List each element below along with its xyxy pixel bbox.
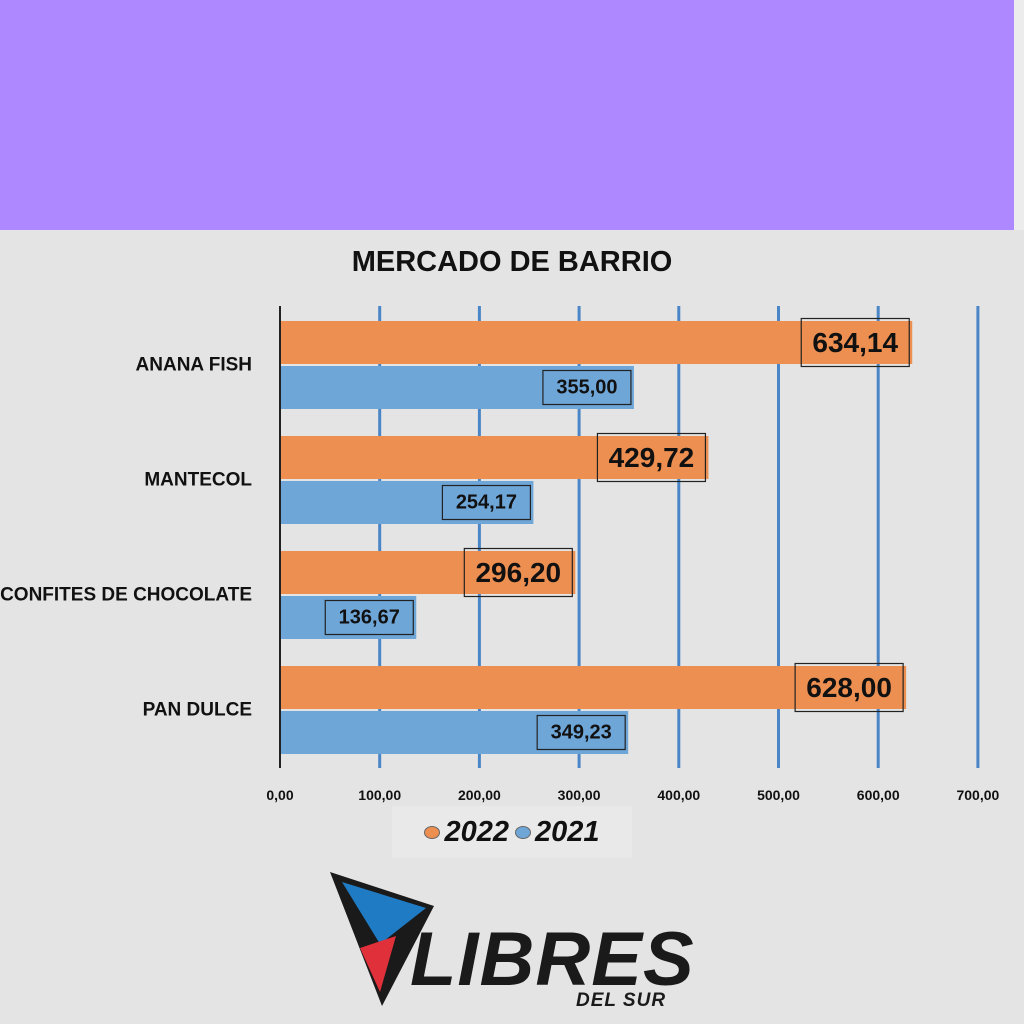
flag-triangle-icon (330, 872, 434, 1006)
data-label-2021-2: 136,67 (339, 607, 400, 629)
x-tick-label-4: 400,00 (657, 787, 700, 803)
data-label-box-2021-1 (441, 484, 532, 521)
data-label-box-2021-2 (324, 599, 414, 636)
data-label-box-2021-0 (542, 369, 632, 406)
legend-swatch-2022 (424, 825, 441, 839)
bar-2022-3 (280, 666, 907, 709)
x-tick-label-3: 300,00 (558, 787, 601, 803)
chart-title: MERCADO DE BARRIO (351, 246, 673, 278)
data-label-box-2021-3 (536, 714, 626, 751)
data-label-2022-2: 296,20 (475, 557, 561, 588)
data-label-2022-1: 429,72 (609, 442, 695, 473)
top-banner (0, 0, 1014, 230)
legend-label-2022: 2022 (444, 815, 509, 848)
category-label-1: MANTECOL (144, 470, 252, 491)
data-label-2021-1: 254,17 (456, 492, 517, 514)
data-label-2021-3: 349,23 (551, 722, 612, 744)
bar-2022-2 (280, 551, 576, 594)
legend-item-2022: 2022 (424, 816, 509, 849)
legend-swatch-2021 (515, 825, 531, 839)
x-tick-label-6: 600,00 (857, 787, 900, 803)
data-label-box-2022-2 (463, 547, 573, 598)
bar-2021-2 (280, 596, 417, 639)
legend-item-2021: 2021 (515, 816, 600, 849)
x-tick-label-7: 700,00 (956, 787, 999, 803)
category-label-3: PAN DULCE (143, 700, 252, 721)
data-label-box-2022-1 (596, 432, 707, 483)
data-label-box-2022-0 (800, 317, 910, 368)
logo-subtitle: DEL SUR (576, 990, 667, 1011)
category-label-0: ANANA FISH (136, 355, 252, 376)
logo-wordmark: LIBRES (410, 917, 695, 1002)
bar-2021-0 (280, 366, 634, 409)
bar-2021-1 (280, 481, 534, 524)
x-tick-label-0: 0,00 (266, 787, 293, 803)
data-label-2022-3: 628,00 (806, 672, 892, 703)
data-label-2021-0: 355,00 (556, 377, 617, 399)
x-tick-label-5: 500,00 (757, 787, 800, 803)
bar-2022-0 (280, 321, 913, 364)
legend-label-2021: 2021 (535, 815, 600, 848)
x-tick-label-1: 100,00 (358, 787, 401, 803)
banner-edge (1014, 0, 1024, 230)
category-label-2: CONFITES DE CHOCOLATE (0, 585, 252, 606)
bar-2022-1 (280, 436, 709, 479)
x-tick-label-2: 200,00 (458, 787, 501, 803)
chart-legend: 2022 2021 (392, 806, 632, 858)
bar-2021-3 (280, 711, 629, 754)
data-label-2022-0: 634,14 (812, 327, 898, 358)
data-label-box-2022-3 (794, 662, 904, 713)
